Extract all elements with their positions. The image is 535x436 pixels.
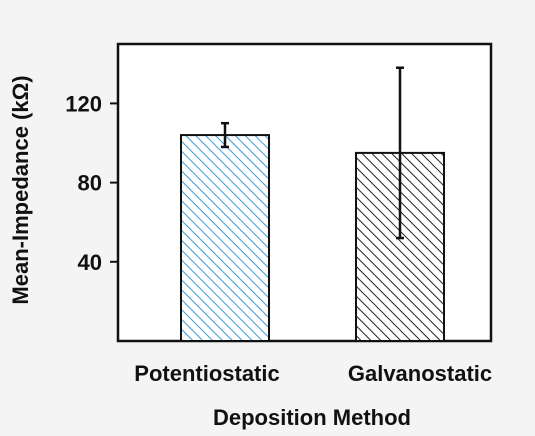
- y-axis-title: Mean-Impedance (kΩ): [8, 75, 33, 304]
- bar-potentiostatic: [180, 134, 270, 342]
- x-axis-title: Deposition Method: [213, 405, 411, 430]
- y-tick-label: 120: [65, 91, 102, 116]
- y-ticks: 40 80 120: [65, 91, 118, 275]
- error-bars: [221, 66, 404, 240]
- y-tick-label: 80: [78, 171, 102, 196]
- x-category-labels: Potentiostatic Galvanostatic: [134, 361, 492, 386]
- y-tick-label: 40: [78, 250, 102, 275]
- category-label: Potentiostatic: [134, 361, 279, 386]
- category-label: Galvanostatic: [348, 361, 492, 386]
